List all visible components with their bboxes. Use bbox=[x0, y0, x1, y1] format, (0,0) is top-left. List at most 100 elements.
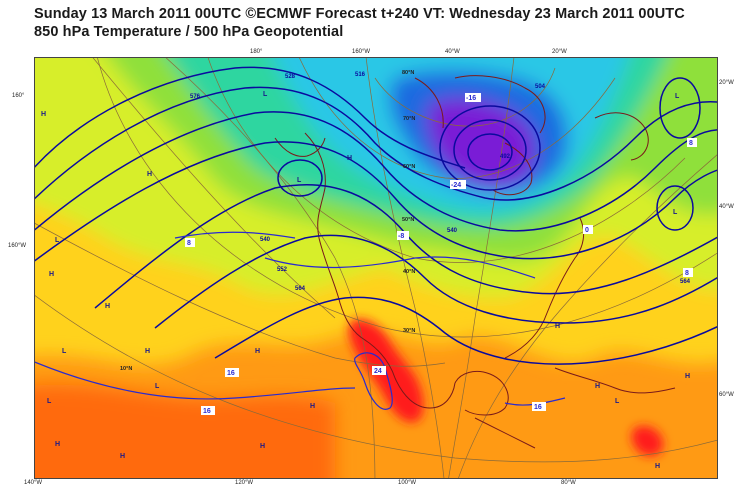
caribbean-coast bbox=[474, 367, 676, 449]
geopotential-contour bbox=[214, 296, 717, 365]
parallel-line bbox=[97, 58, 717, 338]
low-center: L bbox=[55, 237, 60, 244]
geopotential-contour bbox=[35, 141, 717, 262]
contour-label-576: 564 bbox=[295, 286, 306, 292]
low-center: L bbox=[155, 383, 160, 390]
edge-label-60w-right: 60°W bbox=[719, 392, 734, 398]
high-center: H bbox=[347, 155, 352, 162]
low-center: L bbox=[297, 177, 302, 184]
lat-label-40n: 40°N bbox=[403, 269, 415, 275]
low-center: L bbox=[62, 348, 67, 355]
svg-text:24: 24 bbox=[374, 368, 382, 375]
isotherm-label-box: 8 bbox=[683, 268, 693, 277]
svg-text:8: 8 bbox=[689, 140, 693, 147]
meridian-line bbox=[92, 58, 336, 319]
contour-labels: 576 528 516 540 552 564 540 564 504 492 bbox=[190, 72, 691, 292]
alaska-coast bbox=[274, 137, 326, 157]
meridian-line bbox=[35, 223, 446, 367]
isotherm-24 bbox=[354, 352, 393, 410]
high-center: H bbox=[595, 383, 600, 390]
parallel-line bbox=[374, 67, 556, 127]
lat-label-70n: 70°N bbox=[403, 116, 415, 122]
isotherm-label-box: 16 bbox=[532, 402, 546, 411]
map-canvas: 80°N 70°N 60°N 50°N 40°N 30°N 10°N 576 5… bbox=[35, 58, 717, 478]
edge-label-160w-left: 160°W bbox=[8, 243, 27, 249]
geopotential-contour bbox=[154, 234, 717, 329]
high-center: H bbox=[255, 348, 260, 355]
lat-label-60n: 60°N bbox=[403, 164, 415, 170]
isotherm-label-box: 0 bbox=[583, 225, 593, 234]
isotherm-label-box: -8 bbox=[397, 231, 409, 240]
contour-label-540-east: 540 bbox=[447, 228, 458, 234]
geopotential-contour bbox=[35, 86, 717, 201]
svg-text:0: 0 bbox=[585, 227, 589, 234]
svg-text:-24: -24 bbox=[451, 182, 461, 189]
isotherm-label-box: 16 bbox=[201, 406, 215, 415]
edge-label-80w-bottom: 80°W bbox=[561, 480, 576, 486]
high-center: H bbox=[105, 303, 110, 310]
meridian-line bbox=[165, 58, 376, 478]
low-center: L bbox=[47, 398, 52, 405]
svg-text:16: 16 bbox=[534, 404, 542, 411]
lat-label-80n: 80°N bbox=[402, 70, 414, 76]
low-center: L bbox=[615, 398, 620, 405]
isotherm-16 bbox=[35, 361, 356, 400]
contour-label-492: 492 bbox=[500, 154, 511, 160]
isotherm-label-box: 16 bbox=[225, 368, 239, 377]
geopotential-contour bbox=[35, 111, 717, 232]
lat-label-50n: 50°N bbox=[402, 217, 414, 223]
edge-label-140w-bottom: 140°W bbox=[24, 480, 43, 486]
lat-label-10n: 10°N bbox=[120, 366, 132, 372]
svg-text:8: 8 bbox=[685, 270, 689, 277]
high-center: H bbox=[55, 441, 60, 448]
high-center: H bbox=[260, 443, 265, 450]
isotherms bbox=[35, 231, 566, 410]
isotherm-label-box: 24 bbox=[372, 366, 386, 375]
temperature-field bbox=[35, 58, 717, 478]
high-center: H bbox=[555, 323, 560, 330]
svg-text:16: 16 bbox=[227, 370, 235, 377]
parallel-line bbox=[299, 58, 616, 179]
edge-label-180-top: 180° bbox=[250, 49, 263, 55]
parallel-line bbox=[35, 295, 717, 463]
high-center: H bbox=[145, 348, 150, 355]
high-center: H bbox=[147, 171, 152, 178]
high-center: H bbox=[49, 271, 54, 278]
geopotential-contour-low bbox=[439, 105, 541, 191]
graticule bbox=[35, 58, 717, 478]
contour-label-528: 528 bbox=[285, 74, 296, 80]
isotherm-label-box: 8 bbox=[687, 138, 697, 147]
high-center: H bbox=[655, 463, 660, 470]
contour-label-504: 504 bbox=[535, 84, 546, 90]
latitude-labels: 80°N 70°N 60°N 50°N 40°N 30°N 10°N bbox=[120, 70, 415, 372]
svg-text:-16: -16 bbox=[466, 95, 476, 102]
edge-label-40w-top: 40°W bbox=[445, 49, 460, 55]
contour-label-516: 516 bbox=[355, 72, 366, 78]
lat-label-30n: 30°N bbox=[403, 328, 415, 334]
geopotential-contours bbox=[35, 66, 717, 365]
isotherm-labels: 16 16 16 24 -24 -16 8 -8 0 8 8 bbox=[185, 93, 697, 415]
contour-label-576-east: 564 bbox=[680, 279, 691, 285]
temp-band-extreme-southeast bbox=[631, 425, 664, 457]
gulf-coast bbox=[454, 370, 509, 416]
geopotential-contour-low bbox=[277, 159, 323, 197]
edge-label-160w-top: 160°W bbox=[352, 49, 371, 55]
chart-subtitle: 850 hPa Temperature / 500 hPa Geopotenti… bbox=[34, 24, 344, 40]
contour-label-540: 540 bbox=[260, 237, 271, 243]
svg-text:16: 16 bbox=[203, 408, 211, 415]
isotherm-label-box: 8 bbox=[185, 238, 195, 247]
isotherm-label-box: -24 bbox=[450, 180, 466, 189]
atlantic-coast bbox=[504, 217, 585, 359]
contour-label-564: 576 bbox=[190, 94, 201, 100]
edge-label-100w-bottom: 100°W bbox=[398, 480, 417, 486]
geopotential-contour-low bbox=[467, 133, 513, 171]
geopotential-contour-low bbox=[656, 185, 694, 231]
svg-text:-8: -8 bbox=[398, 233, 404, 240]
edge-label-40w-right: 40°W bbox=[719, 204, 734, 210]
geopotential-contour-low bbox=[453, 119, 527, 181]
edge-label-160-left: 160° bbox=[12, 93, 25, 99]
arctic-coast bbox=[414, 75, 546, 134]
temp-band-very-hot-southwest bbox=[35, 384, 335, 478]
low-center: L bbox=[263, 91, 268, 98]
chart-title: Sunday 13 March 2011 00UTC ©ECMWF Foreca… bbox=[34, 6, 685, 22]
